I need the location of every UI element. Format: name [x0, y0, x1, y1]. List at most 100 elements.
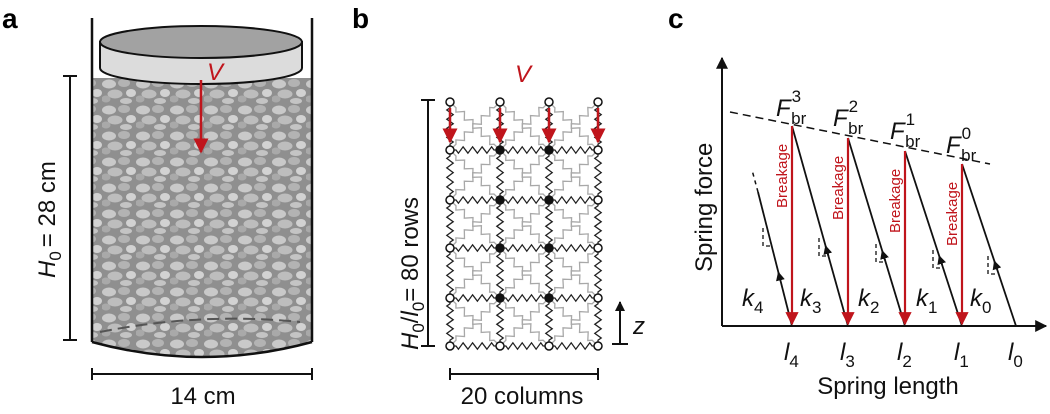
vertical-spring: [544, 200, 554, 248]
loading-line: [847, 137, 906, 327]
diagonal-spring: [449, 149, 501, 201]
horizontal-spring: [450, 243, 500, 253]
interior-node: [495, 243, 505, 253]
diagonal-spring: [548, 149, 599, 201]
diagonal-spring: [449, 199, 501, 249]
interior-node: [495, 145, 505, 155]
boundary-node: [445, 145, 455, 155]
piston-disc: [99, 25, 303, 85]
height-label: H0= 28 cm: [34, 161, 65, 278]
loading-line: [791, 125, 849, 327]
slope-triangle: [932, 250, 943, 269]
length-label: l1: [954, 339, 969, 371]
diagonal-spring: [449, 297, 501, 347]
boundary-node: [445, 97, 455, 107]
diagonal-spring: [449, 101, 501, 151]
slope-triangle: [875, 244, 886, 263]
rows-label: H0/l0= 80 rows: [397, 197, 428, 350]
interior-node: [544, 293, 554, 303]
x-axis-label: Spring length: [817, 373, 958, 400]
breakage-label: Breakage: [887, 169, 904, 233]
spring-curves: Breakage Breakage Breakage Breakage F3 br F2 br…: [742, 87, 1023, 371]
horizontal-spring: [450, 341, 500, 351]
velocity-label-b: V: [515, 61, 533, 88]
panel-a-label: a: [2, 3, 18, 34]
vertical-spring: [495, 248, 505, 298]
horizontal-spring: [450, 145, 500, 155]
boundary-node: [593, 97, 603, 107]
boundary-node: [495, 341, 505, 351]
vertical-spring: [593, 150, 603, 200]
boundary-node: [445, 293, 455, 303]
horizontal-spring: [500, 341, 549, 351]
panel-a: a V H0= 28 cm 14 cm: [2, 3, 314, 410]
interior-node: [495, 195, 505, 205]
diagonal-spring: [499, 101, 550, 151]
columns-label: 20 columns: [461, 383, 584, 410]
boundary-node: [544, 97, 554, 107]
force-label: F2 br: [833, 97, 864, 138]
horizontal-spring: [500, 243, 549, 253]
diagonal-spring: [548, 247, 599, 299]
horizontal-spring: [549, 243, 598, 253]
strength-envelope: [729, 111, 991, 165]
stiffness-label: k1: [916, 285, 937, 317]
diagonal-spring: [548, 199, 599, 249]
diagonal-spring: [499, 149, 550, 201]
diagonal-spring: [449, 149, 501, 201]
breakage-label: Breakage: [944, 182, 961, 246]
diagonal-spring: [548, 247, 599, 299]
loading-direction-arrow: [992, 260, 1002, 271]
horizontal-spring: [500, 195, 549, 205]
vertical-spring: [495, 298, 505, 346]
force-label: F1 br: [890, 110, 921, 151]
diagonal-spring: [449, 247, 501, 299]
diagonal-spring: [548, 297, 599, 347]
slope-triangle: [987, 256, 998, 275]
diagonal-spring: [548, 101, 599, 151]
diagonal-spring: [499, 247, 550, 299]
boundary-node: [593, 195, 603, 205]
vertical-spring: [593, 248, 603, 298]
vertical-spring: [495, 150, 505, 200]
vertical-spring: [445, 150, 455, 200]
breakage-label: Breakage: [830, 156, 847, 220]
spring-lattice: [442, 97, 606, 351]
vertical-spring: [544, 248, 554, 298]
diagonal-spring: [449, 199, 501, 249]
diagonal-spring: [449, 101, 501, 151]
vertical-spring: [593, 200, 603, 248]
diagonal-spring: [449, 247, 501, 299]
horizontal-spring: [549, 145, 598, 155]
gravel-dashed-line: [99, 317, 301, 333]
vertical-spring: [544, 150, 554, 200]
loading-line: [757, 191, 793, 327]
stiffness-label: k4: [742, 285, 763, 317]
diagonal-spring: [548, 297, 599, 347]
diagonal-spring: [499, 247, 550, 299]
length-label: l2: [897, 339, 912, 371]
stiffness-label: k2: [858, 285, 879, 317]
panel-b-label: b: [352, 3, 369, 34]
boundary-node: [593, 341, 603, 351]
y-axis-label: Spring force: [691, 143, 718, 272]
z-axis-label: z: [632, 313, 645, 340]
diagonal-spring: [548, 101, 599, 151]
horizontal-spring: [450, 195, 500, 205]
vertical-spring: [495, 200, 505, 248]
horizontal-spring: [500, 293, 549, 303]
velocity-label-a: V: [207, 59, 225, 86]
diagonal-spring: [499, 149, 550, 201]
horizontal-spring: [549, 293, 598, 303]
diagonal-spring: [499, 199, 550, 249]
slope-triangle: [818, 238, 829, 257]
vertical-spring: [544, 298, 554, 346]
horizontal-spring: [549, 195, 598, 205]
diagonal-spring: [499, 101, 550, 151]
length-label: l0: [1008, 339, 1023, 371]
boundary-node: [445, 243, 455, 253]
stiffness-label: k0: [970, 285, 991, 317]
force-label: F0 br: [946, 124, 977, 165]
container-bottom: [91, 340, 313, 359]
